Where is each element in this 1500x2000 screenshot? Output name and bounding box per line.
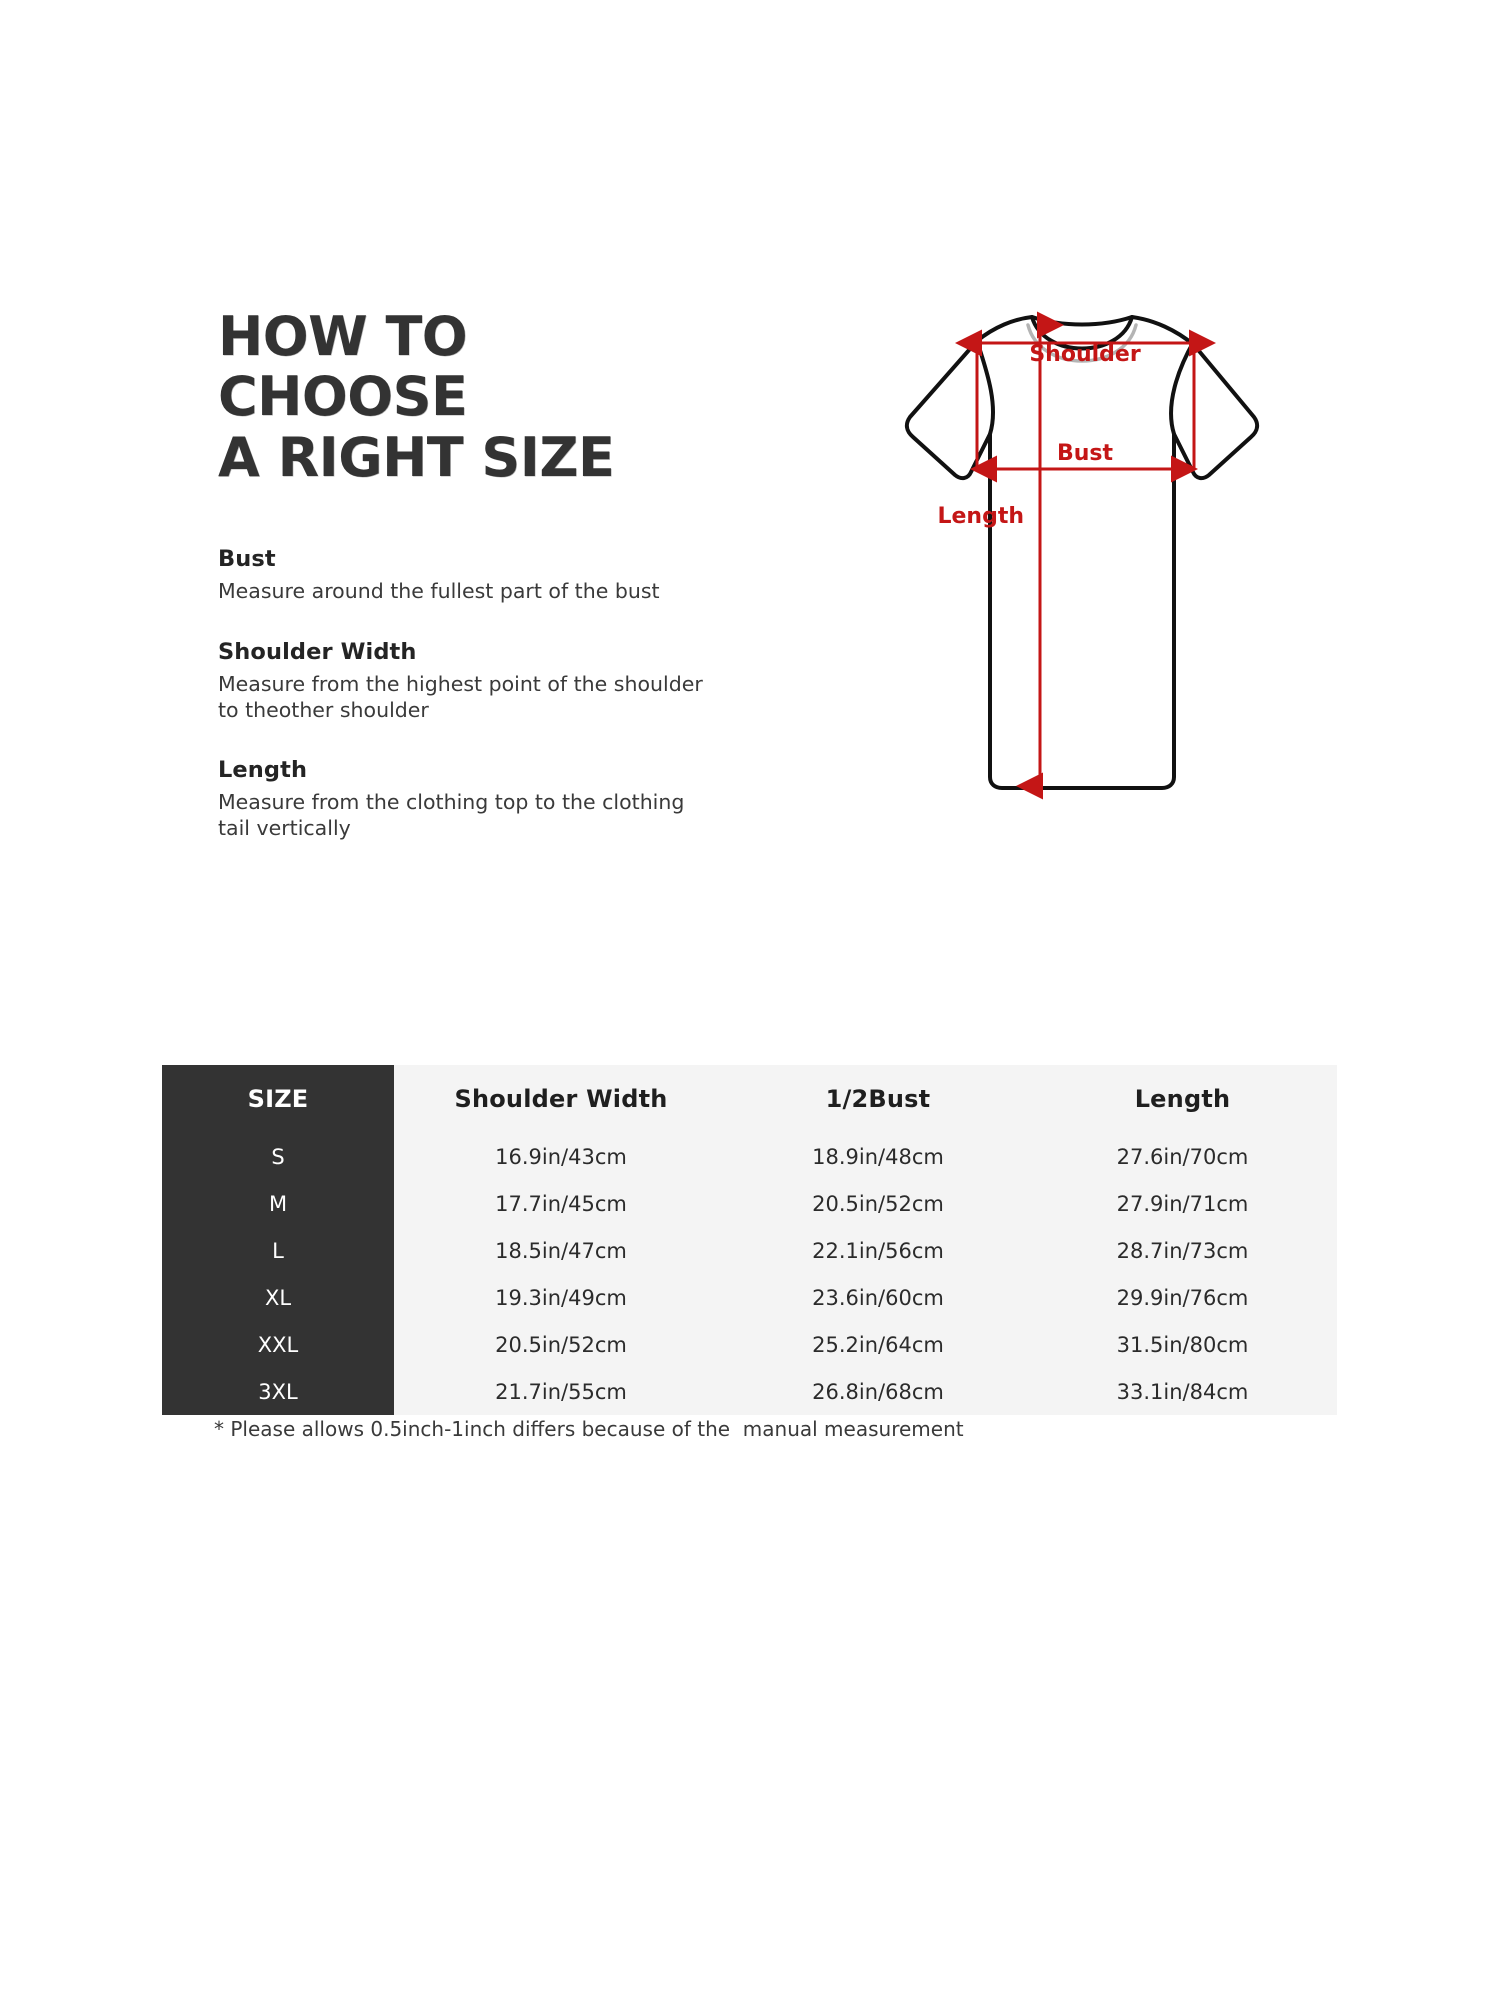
table-row: XL 19.3in/49cm 23.6in/60cm 29.9in/76cm <box>162 1274 1337 1321</box>
size-chart-table: SIZE Shoulder Width 1/2Bust Length S 16.… <box>162 1065 1337 1415</box>
measure-desc-shoulder-width: Measure from the highest point of the sh… <box>218 671 703 722</box>
cell-half-bust: 25.2in/64cm <box>728 1321 1028 1368</box>
table-row: S 16.9in/43cm 18.9in/48cm 27.6in/70cm <box>162 1133 1337 1180</box>
column-header-length: Length <box>1028 1065 1337 1133</box>
measure-block-bust: Bust Measure around the fullest part of … <box>218 546 718 604</box>
table-header-row: SIZE Shoulder Width 1/2Bust Length <box>162 1065 1337 1133</box>
cell-shoulder-width: 16.9in/43cm <box>394 1133 728 1180</box>
measure-term-shoulder-width: Shoulder Width <box>218 638 417 665</box>
column-header-size: SIZE <box>162 1065 394 1133</box>
page-title-line-2: A RIGHT SIZE <box>218 425 615 489</box>
page-title-line-1: HOW TO CHOOSE <box>218 305 468 429</box>
cell-half-bust: 18.9in/48cm <box>728 1133 1028 1180</box>
cell-shoulder-width: 18.5in/47cm <box>394 1227 728 1274</box>
cell-size: M <box>162 1180 394 1227</box>
table-row: L 18.5in/47cm 22.1in/56cm 28.7in/73cm <box>162 1227 1337 1274</box>
cell-shoulder-width: 17.7in/45cm <box>394 1180 728 1227</box>
measure-block-length: Length Measure from the clothing top to … <box>218 757 718 841</box>
table-row: XXL 20.5in/52cm 25.2in/64cm 31.5in/80cm <box>162 1321 1337 1368</box>
cell-half-bust: 20.5in/52cm <box>728 1180 1028 1227</box>
table-row: M 17.7in/45cm 20.5in/52cm 27.9in/71cm <box>162 1180 1337 1227</box>
cell-size: L <box>162 1227 394 1274</box>
cell-half-bust: 22.1in/56cm <box>728 1227 1028 1274</box>
length-label: Length <box>937 504 1024 529</box>
guide-top-section: HOW TO CHOOSE A RIGHT SIZE Bust Measure a… <box>162 217 1337 1065</box>
page-title: HOW TO CHOOSE A RIGHT SIZE <box>218 305 718 489</box>
measure-term-bust: Bust <box>218 546 276 573</box>
tshirt-measurement-diagram: Shoulder Bust Length <box>762 297 1282 817</box>
cell-length: 31.5in/80cm <box>1028 1321 1337 1368</box>
measurement-disclaimer: * Please allows 0.5inch-1inch differs be… <box>214 1417 964 1441</box>
cell-size: 3XL <box>162 1368 394 1415</box>
cell-length: 27.9in/71cm <box>1028 1180 1337 1227</box>
cell-size: XL <box>162 1274 394 1321</box>
cell-shoulder-width: 19.3in/49cm <box>394 1274 728 1321</box>
measure-desc-length: Measure from the clothing top to the clo… <box>218 790 685 841</box>
cell-length: 33.1in/84cm <box>1028 1368 1337 1415</box>
bust-label: Bust <box>1057 441 1114 466</box>
bust-measure-annotation: Bust <box>970 441 1198 483</box>
tshirt-outline <box>904 315 1260 790</box>
cell-size: S <box>162 1133 394 1180</box>
length-measure-annotation: Length <box>937 311 1064 800</box>
measurement-info-panel: HOW TO CHOOSE A RIGHT SIZE Bust Measure a… <box>218 305 718 842</box>
measure-term-length: Length <box>218 757 308 784</box>
column-header-half-bust: 1/2Bust <box>728 1065 1028 1133</box>
cell-half-bust: 23.6in/60cm <box>728 1274 1028 1321</box>
cell-half-bust: 26.8in/68cm <box>728 1368 1028 1415</box>
shoulder-label: Shoulder <box>1029 342 1140 367</box>
table-row: 3XL 21.7in/55cm 26.8in/68cm 33.1in/84cm <box>162 1368 1337 1415</box>
cell-shoulder-width: 21.7in/55cm <box>394 1368 728 1415</box>
size-guide-card: HOW TO CHOOSE A RIGHT SIZE Bust Measure a… <box>162 217 1337 1783</box>
measure-block-shoulder-width: Shoulder Width Measure from the highest … <box>218 639 718 723</box>
measure-desc-bust: Measure around the fullest part of the b… <box>218 579 660 604</box>
cell-length: 28.7in/73cm <box>1028 1227 1337 1274</box>
cell-shoulder-width: 20.5in/52cm <box>394 1321 728 1368</box>
cell-length: 29.9in/76cm <box>1028 1274 1337 1321</box>
cell-length: 27.6in/70cm <box>1028 1133 1337 1180</box>
cell-size: XXL <box>162 1321 394 1368</box>
column-header-shoulder-width: Shoulder Width <box>394 1065 728 1133</box>
